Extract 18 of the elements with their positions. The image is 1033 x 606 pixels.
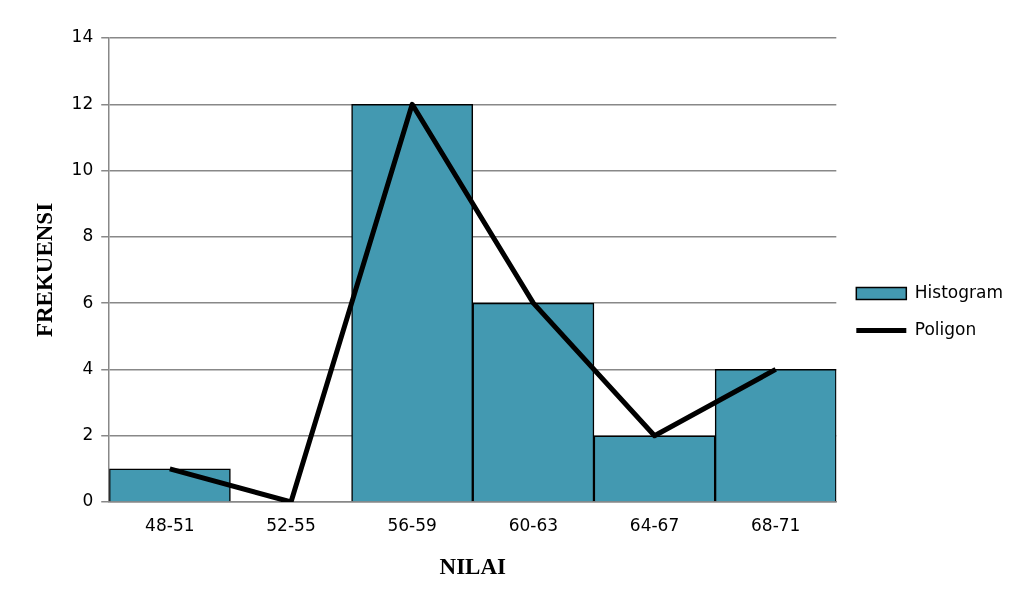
y-tick-label: 10 — [71, 158, 94, 179]
x-tick-label: 60-63 — [508, 514, 559, 535]
y-tick-label: 14 — [71, 26, 94, 47]
legend-label: Histogram — [914, 281, 1003, 302]
y-tick-label: 4 — [82, 357, 94, 378]
y-tick-label: 0 — [82, 490, 94, 511]
x-tick-label: 52-55 — [266, 514, 316, 535]
x-tick-label: 48-51 — [145, 514, 195, 535]
x-tick-label: 56-59 — [387, 514, 437, 535]
legend-label: Poligon — [914, 318, 977, 339]
y-tick-label: 2 — [82, 424, 94, 445]
y-tick-label: 8 — [82, 225, 94, 246]
x-tick-label: 68-71 — [751, 514, 801, 535]
y-tick-label: 6 — [82, 291, 94, 312]
y-tick-label: 12 — [71, 92, 94, 113]
x-axis-title: NILAI — [439, 554, 507, 580]
y-axis-title: FREKUENSI — [31, 202, 57, 338]
x-tick-label: 64-67 — [629, 514, 680, 535]
